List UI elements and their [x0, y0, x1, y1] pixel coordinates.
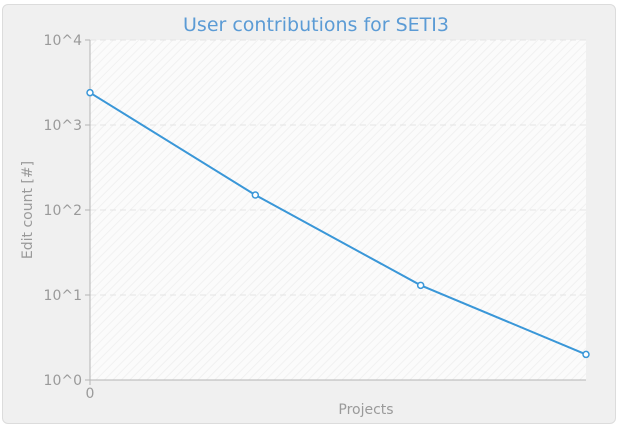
data-point [582, 350, 590, 359]
x-axis-label: Projects [338, 402, 393, 418]
y-tick-label: 10^4 [44, 33, 83, 49]
y-tick-label: 10^0 [44, 373, 82, 389]
data-point [251, 191, 260, 199]
data-point [86, 88, 94, 97]
x-axis-ticks: 0 [86, 380, 95, 402]
y-tick-label: 10^1 [44, 288, 82, 304]
grid-lines [90, 39, 586, 296]
chart-title: User contributions for SETI3 [183, 14, 449, 36]
y-axis-label: Edit count [#] [20, 161, 36, 259]
y-tick-label: 10^3 [44, 118, 82, 134]
y-tick-label: 10^2 [44, 203, 82, 219]
series-layer [86, 88, 590, 359]
y-axis-ticks: 10^0 10^1 10^2 10^3 10^4 [44, 33, 90, 389]
series-line [89, 91, 587, 356]
data-point [416, 281, 425, 290]
x-tick-label: 0 [86, 386, 95, 402]
